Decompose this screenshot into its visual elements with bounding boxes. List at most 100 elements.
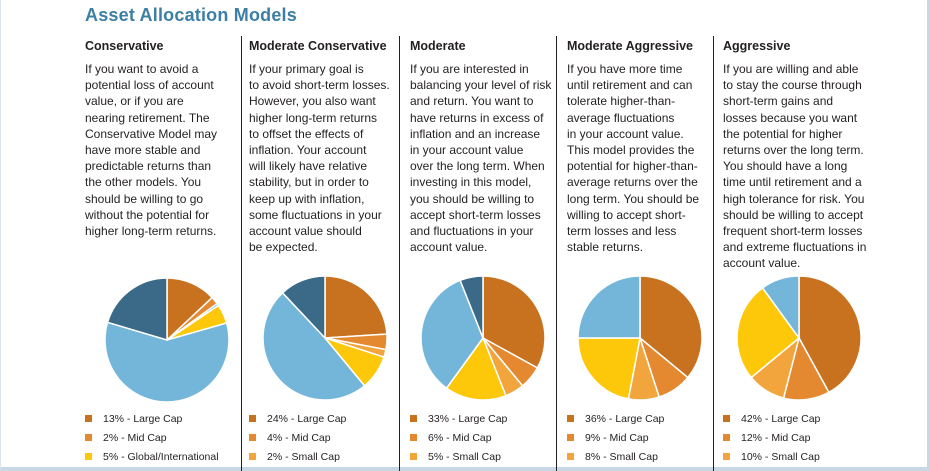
- legend-label: 9% - Mid Cap: [585, 432, 649, 444]
- description-line: potential loss of account: [85, 78, 214, 93]
- model-content: Moderate If you are interested in balancin…: [410, 36, 566, 471]
- allocation-pie-moderate-aggressive: [577, 275, 703, 401]
- legend-swatch: [249, 453, 256, 460]
- legend-label: 13% - Large Cap: [103, 413, 183, 425]
- description-line: predictable returns than: [85, 159, 212, 174]
- page-title: Asset Allocation Models: [85, 5, 297, 25]
- description-line: However, you also want: [249, 94, 376, 109]
- allocation-pie-moderate: [420, 275, 546, 401]
- legend-swatch: [567, 453, 574, 460]
- description-line: to offset the effects of: [249, 126, 364, 141]
- description-line: tolerate higher-than-: [567, 94, 676, 109]
- legend-swatch: [567, 415, 574, 422]
- model-column-aggressive: Aggressive If you are willing and able to …: [713, 36, 922, 471]
- description-line: to avoid short-term losses.: [249, 78, 390, 93]
- pie-slice-bonds: [420, 279, 484, 390]
- description-line: without the potential for: [85, 207, 210, 222]
- description-line: account value.: [723, 256, 801, 271]
- description-line: some fluctuations in your: [249, 207, 382, 222]
- description-line: and return. You want to: [410, 94, 534, 109]
- description-line: average fluctuations: [567, 110, 675, 125]
- model-heading: Moderate Conservative: [249, 39, 387, 53]
- description-line: term losses and less: [567, 224, 677, 239]
- legend-label: 6% - Mid Cap: [428, 432, 492, 444]
- description-line: accept short-term losses: [410, 207, 541, 222]
- model-description: If you are willing and able to stay the c…: [723, 61, 866, 272]
- description-line: in your account value: [410, 143, 524, 158]
- pie-slice-large-cap: [798, 275, 862, 394]
- model-content: Conservative If you want to avoid a potent…: [85, 36, 240, 471]
- legend-swatch: [249, 415, 256, 422]
- description-line: be expected.: [249, 240, 318, 255]
- pie-slice-bonds: [577, 275, 641, 339]
- legend-swatch: [249, 434, 256, 441]
- description-line: stability, but in order to: [249, 175, 369, 190]
- model-column-conservative: Conservative If you want to avoid a potent…: [85, 36, 240, 471]
- description-line: long term. You should be: [567, 191, 700, 206]
- description-line: higher long-term returns: [249, 110, 378, 125]
- legend-label: 5% - Global/International: [103, 451, 219, 463]
- model-content: Moderate Aggressive If you have more time…: [567, 36, 723, 471]
- description-line: to stay the course through: [723, 78, 862, 93]
- model-description: If you have more time until retirement an…: [567, 61, 699, 255]
- description-line: time until retirement and a: [723, 175, 862, 190]
- description-line: stable returns.: [567, 240, 644, 255]
- description-line: keep up with inflation,: [249, 191, 365, 206]
- description-line: account value.: [410, 240, 488, 255]
- description-line: This model provides the: [567, 143, 695, 158]
- description-line: will likely have relative: [249, 159, 368, 174]
- description-line: investing in this model,: [410, 175, 532, 190]
- legend-label: 33% - Large Cap: [428, 413, 508, 425]
- pie-slice-cash: [459, 275, 484, 339]
- pie-slice-cash: [281, 275, 326, 340]
- description-line: inflation. Your account: [249, 143, 367, 158]
- description-line: higher long-term returns.: [85, 224, 217, 239]
- description-line: frequent short-term losses: [723, 224, 863, 239]
- legend-label: 12% - Mid Cap: [741, 432, 811, 444]
- description-line: balancing your level of risk: [410, 78, 552, 93]
- description-line: should be willing to accept: [723, 207, 864, 222]
- description-line: high tolerance for risk. You: [723, 191, 865, 206]
- description-line: have more stable and: [85, 143, 201, 158]
- description-line: If you want to avoid a: [85, 62, 199, 76]
- legend-label: 2% - Small Cap: [267, 451, 340, 463]
- legend-swatch: [85, 434, 92, 441]
- legend-label: 5% - Small Cap: [428, 451, 501, 463]
- legend-label: 36% - Large Cap: [585, 413, 665, 425]
- model-heading: Conservative: [85, 39, 164, 53]
- legend-swatch: [723, 453, 730, 460]
- model-column-moderate-conservative: Moderate Conservative If your primary goa…: [241, 36, 399, 471]
- description-line: Conservative Model may: [85, 126, 218, 141]
- description-line: short-term gains and: [723, 94, 834, 109]
- description-line: have returns in excess of: [410, 110, 544, 125]
- allocation-pie-aggressive: [736, 275, 862, 401]
- description-line: in your account value.: [567, 126, 684, 141]
- pie-slice-global: [445, 336, 507, 401]
- model-content: Moderate Conservative If your primary goa…: [249, 36, 406, 471]
- legend-label: 2% - Mid Cap: [103, 432, 167, 444]
- pie-slice-large-cap: [482, 275, 546, 369]
- legend-label: 42% - Large Cap: [741, 413, 821, 425]
- description-line: the potential for higher: [723, 126, 843, 141]
- description-line: average returns over the: [567, 175, 698, 190]
- model-description: If your primary goal is to avoid short-te…: [249, 61, 390, 255]
- description-line: you should be willing to: [410, 191, 535, 206]
- legend-label: 8% - Small Cap: [585, 451, 658, 463]
- description-line: If you are interested in: [410, 62, 529, 76]
- legend-swatch: [410, 415, 417, 422]
- model-description: If you want to avoid a potential loss of …: [85, 61, 217, 239]
- description-line: and fluctuations in your: [410, 224, 534, 239]
- legend-label: 4% - Mid Cap: [267, 432, 331, 444]
- legend-swatch: [567, 434, 574, 441]
- allocation-pie-conservative: [104, 277, 230, 403]
- description-line: You should have a long: [723, 159, 848, 174]
- allocation-pie-moderate-conservative: [262, 275, 388, 401]
- description-line: until retirement and can: [567, 78, 693, 93]
- description-line: If your primary goal is: [249, 62, 364, 76]
- description-line: account value should: [249, 224, 362, 239]
- legend-swatch: [410, 453, 417, 460]
- description-line: nearing retirement. The: [85, 110, 210, 125]
- pie-slice-global: [736, 286, 801, 379]
- model-description: If you are interested in balancing your l…: [410, 61, 551, 255]
